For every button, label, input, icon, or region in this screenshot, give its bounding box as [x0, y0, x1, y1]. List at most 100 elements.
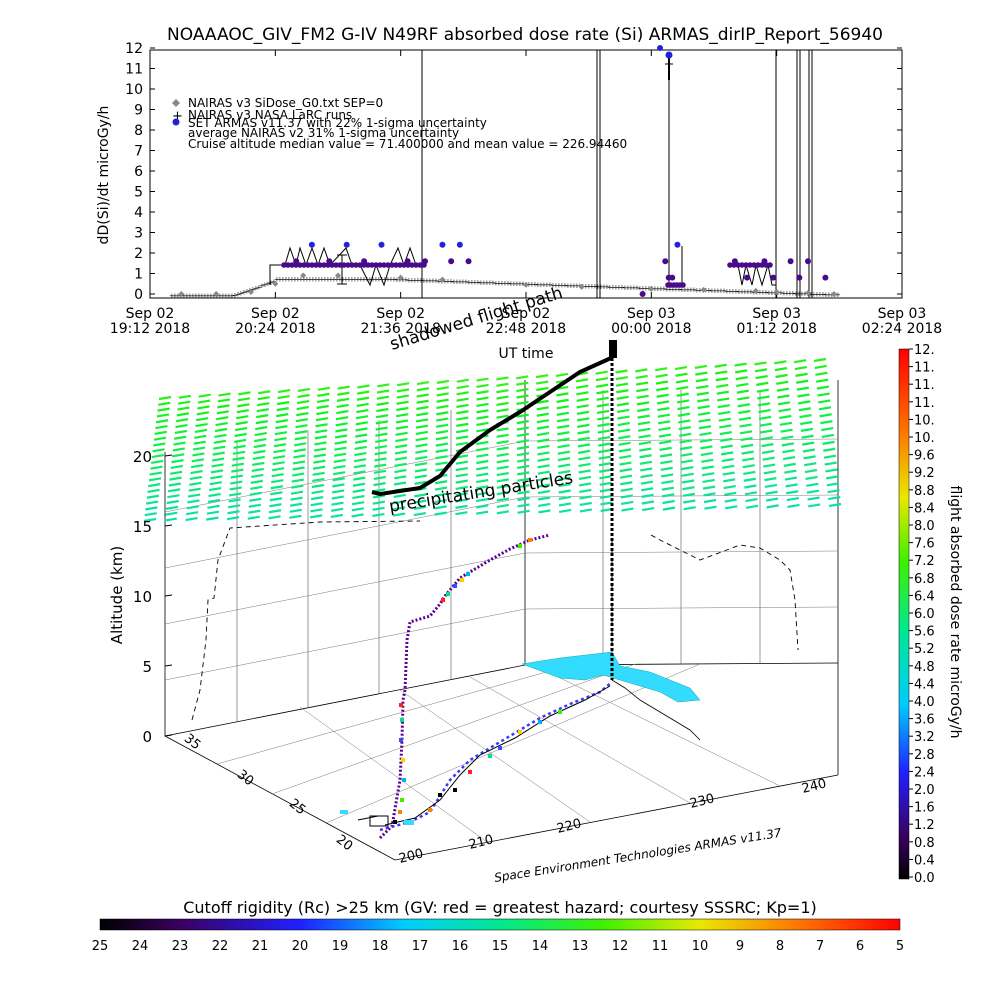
- surface-cell: [456, 403, 469, 409]
- dose-colorbar-tick-label: 3.6: [914, 713, 935, 728]
- cutoff-colorbar-tick-label: 23: [172, 939, 189, 954]
- surface-cell: [697, 398, 710, 403]
- surface-cell: [575, 378, 589, 383]
- surface-cell: [293, 454, 306, 459]
- surface-cell: [436, 379, 450, 384]
- surface-cell: [758, 409, 771, 414]
- surface-cell: [557, 424, 570, 429]
- surface-cell: [415, 418, 429, 423]
- surface-cell: [496, 414, 509, 419]
- nairas-larc-mark: +: [244, 287, 250, 295]
- nairas-larc-mark: +: [418, 277, 424, 285]
- surface-cell: [755, 374, 768, 380]
- surface-cell: [618, 435, 631, 440]
- nairas-larc-mark: +: [520, 280, 526, 288]
- dose-color-dot: [400, 718, 404, 722]
- armas-point: [301, 262, 307, 268]
- dose-colorbar-tick-label: 7.6: [914, 537, 935, 552]
- surface-cell: [516, 426, 529, 431]
- surface-cell: [738, 409, 751, 415]
- surface-cell: [151, 454, 165, 459]
- surface-cell: [455, 504, 468, 509]
- box-front-bottom: [394, 774, 839, 861]
- armas-point: [751, 262, 757, 268]
- dose-colorbar-tick-label: 5.2: [914, 642, 935, 657]
- armas-point: [735, 262, 741, 268]
- nairas-larc-mark: +: [511, 280, 517, 288]
- nairas-larc-mark: +: [343, 276, 349, 284]
- nairas-larc-mark: +: [490, 279, 496, 287]
- surface-cell: [745, 504, 759, 509]
- surface-cell: [435, 423, 449, 428]
- surface-cell: [698, 425, 712, 430]
- surface-cell: [335, 422, 348, 427]
- surface-cell: [616, 389, 629, 394]
- surface-cell: [823, 454, 837, 459]
- nairas-larc-mark: +: [463, 278, 469, 286]
- surface-cell: [456, 422, 469, 427]
- surface-cell: [376, 389, 390, 394]
- surface-cell: [823, 447, 836, 452]
- surface-cell: [332, 471, 346, 476]
- armas-point: [285, 262, 291, 268]
- grid-line: [164, 438, 839, 513]
- armas-point: [341, 262, 347, 268]
- surface-cell: [496, 389, 509, 394]
- dose-colorbar-tick-label: 10.: [914, 413, 935, 428]
- nairas-larc-mark: +: [430, 277, 436, 285]
- surface-cell: [516, 458, 530, 463]
- start-marker-box: [369, 815, 389, 827]
- surface-cell: [558, 482, 571, 488]
- surface-cell: [333, 452, 347, 457]
- surface-cell: [148, 483, 161, 488]
- x-tick-date: Sep 02: [376, 306, 425, 322]
- surface-cell: [315, 429, 328, 434]
- surface-cell: [556, 418, 570, 423]
- surface-cell: [357, 390, 370, 395]
- surface-cell: [375, 438, 388, 443]
- surface-cell: [311, 489, 324, 495]
- surface-cell: [537, 464, 550, 469]
- armas-point: [401, 262, 407, 268]
- grid-line: [164, 550, 839, 625]
- nairas-larc-mark: +: [325, 276, 331, 284]
- surface-cell: [618, 448, 632, 453]
- surface-cell: [354, 451, 367, 457]
- surface-cell: [639, 460, 653, 465]
- surface-cell: [557, 463, 571, 468]
- surface-cell: [715, 370, 728, 375]
- dose-color-dot: [393, 820, 397, 824]
- surface-cell: [212, 451, 225, 456]
- nairas-larc-mark: +: [466, 278, 472, 286]
- surface-cell: [787, 503, 800, 508]
- surface-cell: [145, 500, 159, 505]
- longitude-tick-label: 220: [555, 816, 583, 837]
- surface-cell: [416, 393, 429, 398]
- surface-cell: [576, 410, 590, 415]
- nairas-larc-mark: +: [358, 276, 364, 284]
- nairas-larc-mark: +: [457, 278, 463, 286]
- surface-cell: [394, 462, 407, 467]
- surface-cell: [599, 468, 612, 473]
- nairas-larc-mark: +: [817, 291, 823, 299]
- surface-cell: [597, 429, 610, 434]
- surface-cell: [744, 484, 757, 489]
- surface-cell: [557, 450, 570, 455]
- surface-cell: [456, 391, 469, 396]
- z-tick: [164, 524, 173, 527]
- surface-cell: [635, 381, 649, 386]
- dose-color-dot: [498, 746, 502, 750]
- armas-trace: [728, 264, 776, 287]
- surface-cell: [147, 488, 160, 494]
- y-tick-label: 11: [125, 62, 143, 78]
- armas-point: [727, 262, 733, 268]
- nairas-larc-mark: +: [631, 284, 637, 292]
- surface-cell: [739, 430, 753, 435]
- armas-point: [397, 262, 403, 268]
- surface-cell: [578, 456, 591, 461]
- nairas-larc-mark: +: [655, 285, 661, 293]
- surface-cell: [233, 438, 247, 444]
- surface-cell: [330, 513, 343, 518]
- surface-cell: [696, 384, 709, 390]
- surface-cell: [316, 398, 330, 404]
